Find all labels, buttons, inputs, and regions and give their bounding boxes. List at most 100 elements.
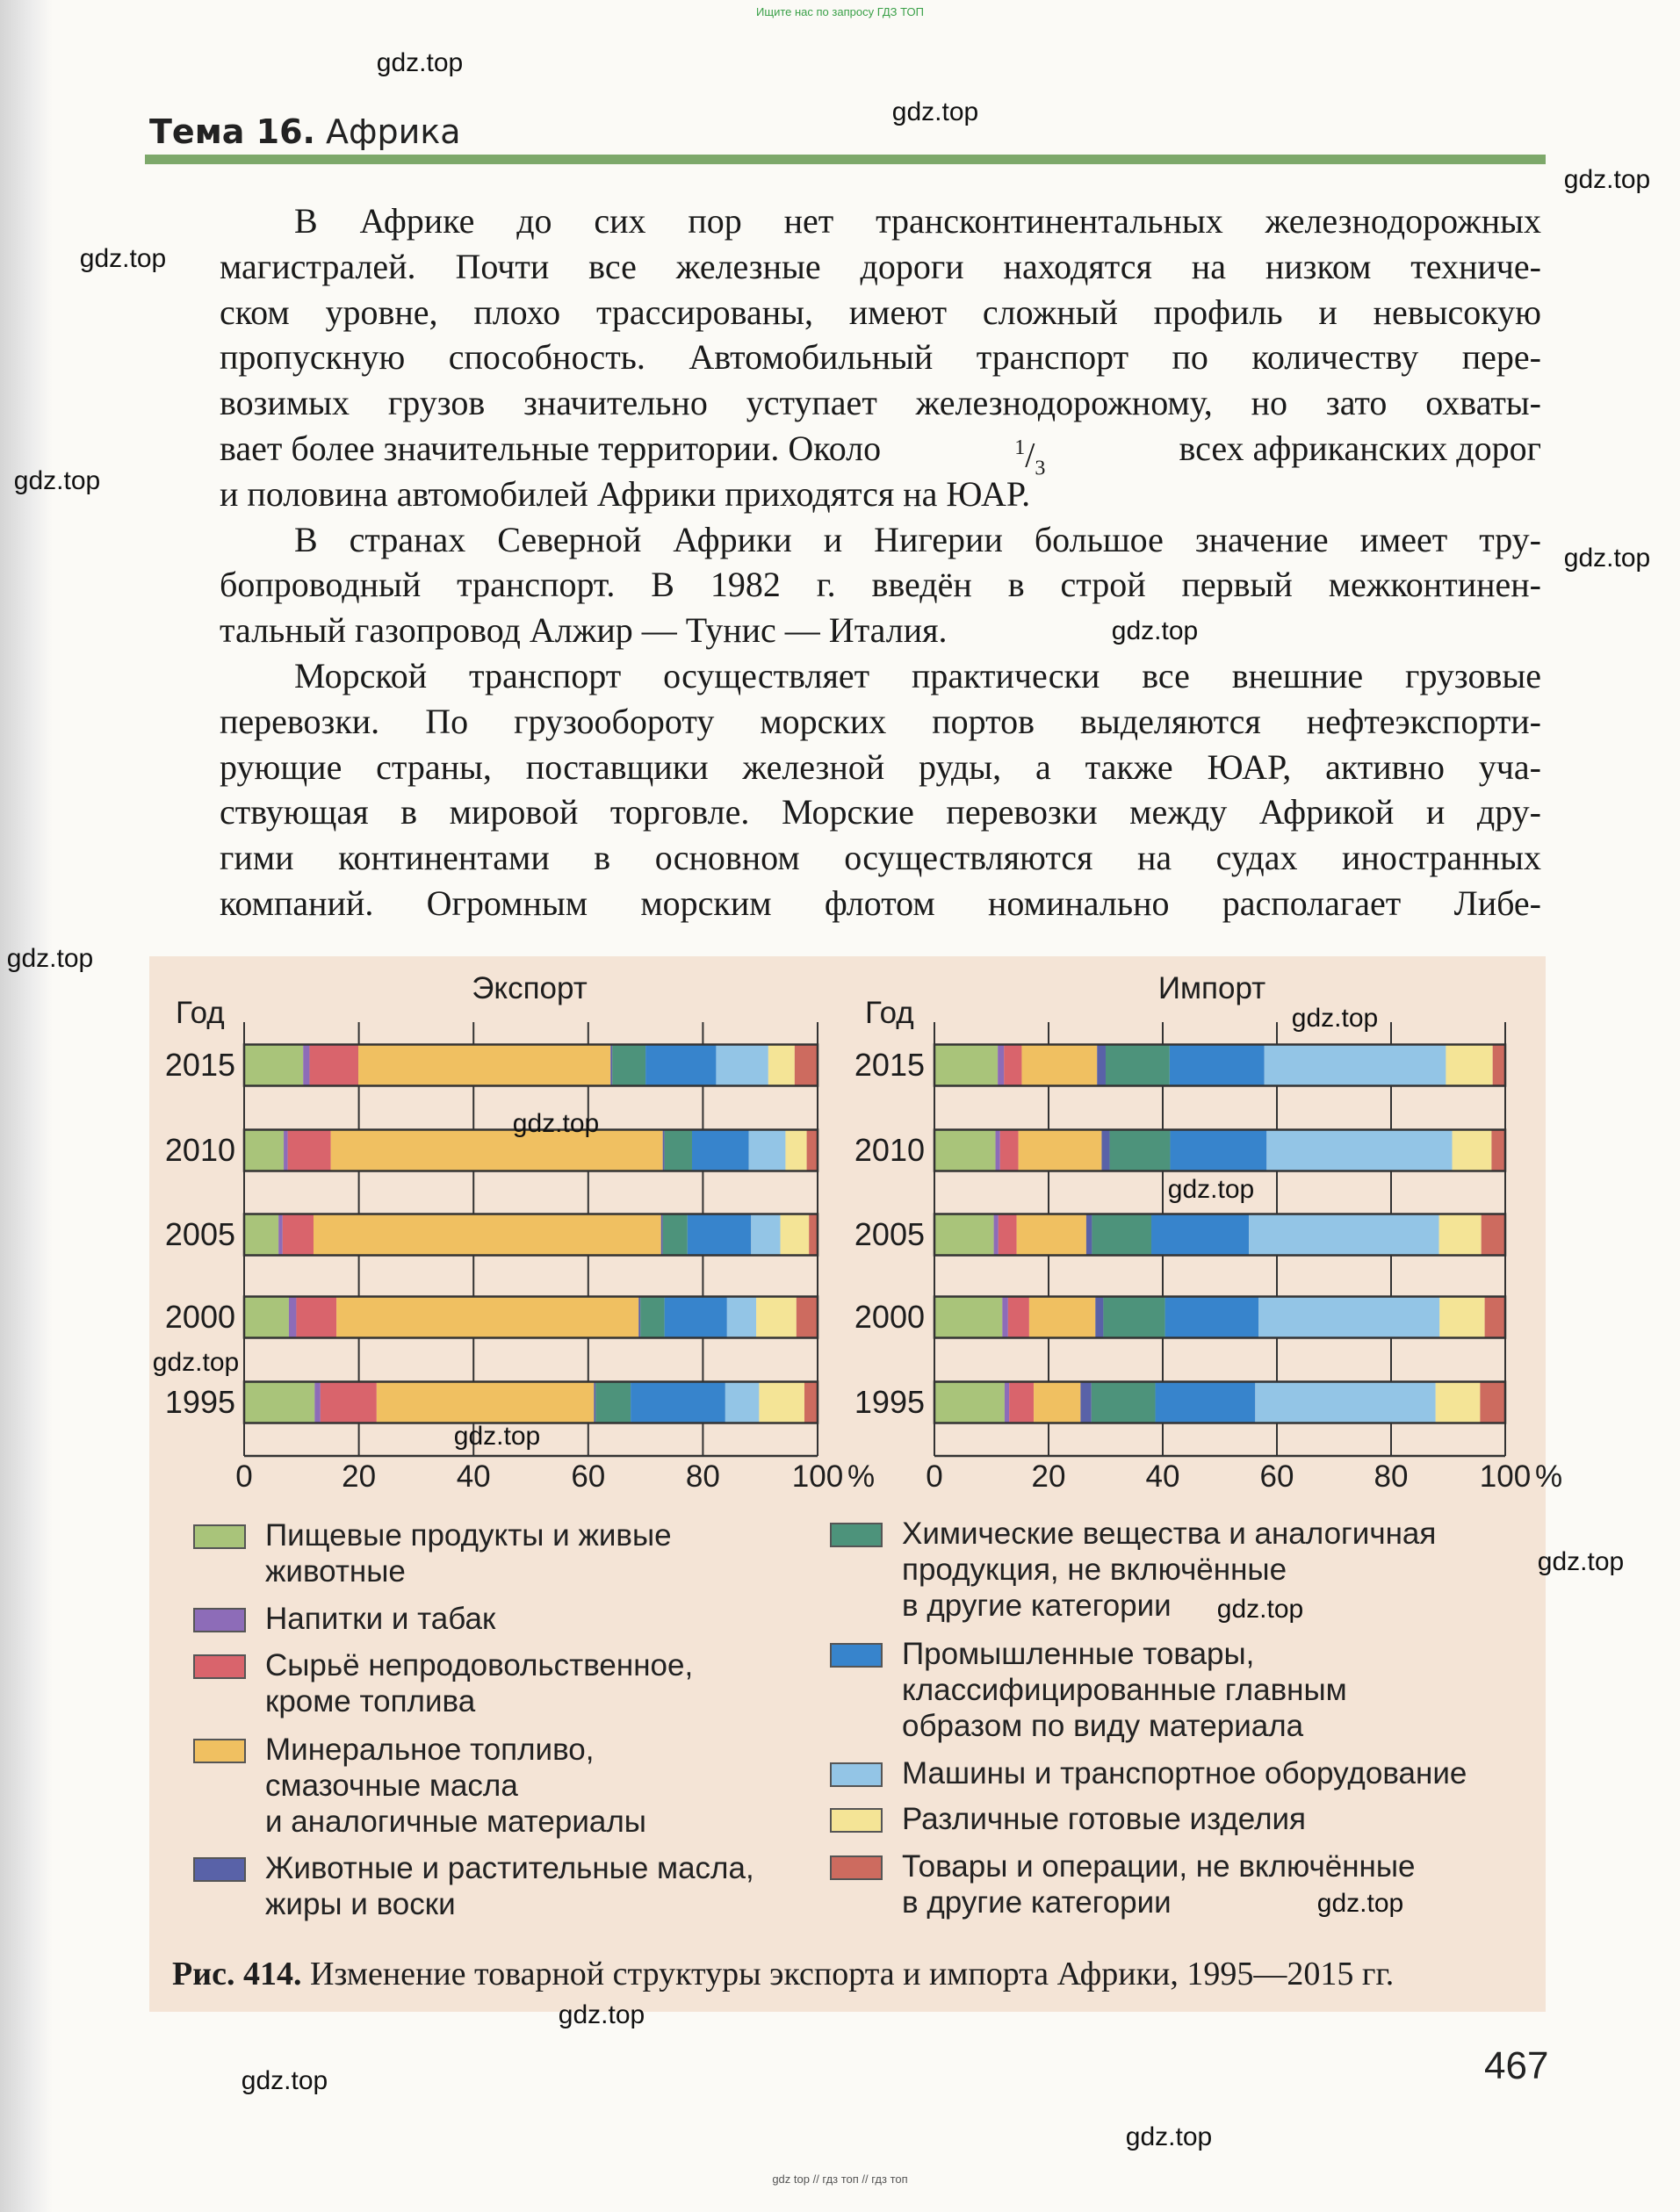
legend-item: Животные и растительные масла, жиры и вос… (193, 1850, 754, 1922)
page-edge-shadow (0, 0, 53, 2212)
bar-segment (1034, 1381, 1081, 1423)
watermark: gdz.top (376, 48, 464, 77)
year-label: 1995 (854, 1384, 925, 1420)
text-line: рующие страны, поставщики железной руды,… (220, 746, 1541, 787)
bar-segment (1446, 1044, 1493, 1086)
x-tick-label: 100 (1479, 1459, 1532, 1494)
bar-segment (934, 1129, 996, 1171)
bar-segment (664, 1296, 727, 1338)
legend-label: Различные готовые изделия (902, 1801, 1306, 1837)
watermark: gdz.top (453, 1422, 541, 1451)
legend-label-line: продукция, не включённые (902, 1553, 1287, 1587)
legend-swatch (830, 1855, 883, 1880)
bar-segment (1021, 1044, 1098, 1086)
bar-segment (691, 1129, 749, 1171)
legend-swatch (193, 1739, 246, 1763)
bar-segment (768, 1044, 795, 1086)
chart-title: Импорт (1157, 971, 1266, 1005)
text-line: возимых грузов значительно уступает желе… (220, 383, 1541, 423)
x-tick-label: 80 (685, 1459, 720, 1494)
year-label: 1995 (164, 1384, 235, 1420)
bar-segment (934, 1296, 1003, 1338)
bar-segment (244, 1129, 285, 1171)
bar-segment (595, 1381, 631, 1423)
caption-text: Изменение товарной структуры экспорта и … (309, 1956, 1395, 1992)
year-label: 2010 (164, 1132, 235, 1168)
bar-segment (998, 1214, 1017, 1256)
year-label: 2015 (854, 1047, 925, 1083)
legend-label: Машины и транспортное оборудование (902, 1755, 1467, 1791)
legend-label-line: жиры и воски (265, 1887, 456, 1921)
bar-segment (314, 1381, 321, 1423)
legend-label-line: Напитки и табак (265, 1602, 496, 1636)
bar-segment (796, 1296, 818, 1338)
watermark: gdz.top (1563, 165, 1651, 194)
bar-segment (785, 1129, 807, 1171)
text-line: гими континентами в основном осуществляю… (220, 838, 1541, 878)
watermark: gdz.top (512, 1109, 600, 1138)
bar-segment (934, 1044, 999, 1086)
legend-item: Машины и транспортное оборудование (830, 1755, 1467, 1791)
x-tick-label: 60 (571, 1459, 606, 1494)
bar-segment (314, 1214, 661, 1256)
bar-segment (1452, 1129, 1492, 1171)
bar-segment (1091, 1381, 1156, 1423)
bar-segment (320, 1381, 377, 1423)
watermark: gdz.top (891, 97, 979, 126)
legend-label-line: Промышленные товары, (902, 1637, 1255, 1671)
bar-segment (336, 1296, 639, 1338)
bar-segment (1028, 1296, 1096, 1338)
text-line: Морской транспорт осуществляет практичес… (294, 655, 1541, 695)
watermark: gdz.top (1537, 1547, 1625, 1576)
bar-segment (1007, 1296, 1029, 1338)
x-tick-label: 100 (791, 1459, 844, 1494)
legend-label-line: Машины и транспортное оборудование (902, 1756, 1467, 1790)
bar-segment (934, 1214, 994, 1256)
bar-segment (1016, 1214, 1086, 1256)
chart-0 (242, 1022, 819, 1458)
text-line: тальный газопровод Алжир — Тунис — Итали… (220, 610, 948, 651)
x-tick-label: 0 (926, 1459, 943, 1494)
bottom-note: gdz top // гдз топ // гдз топ (772, 2172, 908, 2186)
bar-segment (1249, 1214, 1439, 1256)
bar-segment (759, 1381, 804, 1423)
x-unit-label: % (1535, 1459, 1563, 1494)
legend-item: Различные готовые изделия (830, 1801, 1306, 1837)
bar-segment (1004, 1381, 1010, 1423)
watermark: gdz.top (79, 244, 167, 273)
legend-item: Химические вещества и аналогичная продукц… (830, 1516, 1436, 1624)
legend-label: Промышленные товары, классифицированные г… (902, 1636, 1347, 1744)
bar-segment (1435, 1381, 1481, 1423)
x-tick-label: 20 (1031, 1459, 1066, 1494)
legend-label-line: Товары и операции, не включённые (902, 1849, 1416, 1884)
legend-label-line: Сырьё непродовольственное, (265, 1648, 694, 1682)
bar-segment (1266, 1129, 1453, 1171)
bar-segment (296, 1296, 337, 1338)
figure-caption: Рис. 414. Изменение товарной структуры э… (172, 1955, 1394, 1993)
legend-label: Животные и растительные масла, жиры и вос… (265, 1850, 754, 1922)
bar-segment (993, 1214, 999, 1256)
fraction-denominator: 3 (1035, 457, 1046, 480)
bar-outline (933, 1128, 1507, 1172)
watermark: gdz.top (1111, 616, 1199, 645)
bar-segment (1438, 1214, 1482, 1256)
caption-label: Рис. 414. (172, 1956, 302, 1992)
bar-segment (804, 1381, 818, 1423)
year-label: 2015 (164, 1047, 235, 1083)
legend-label-line: Химические вещества и аналогичная (902, 1517, 1437, 1551)
bar-segment (809, 1214, 818, 1256)
bar-segment (1481, 1214, 1505, 1256)
legend-label: Химические вещества и аналогичная продукц… (902, 1516, 1436, 1624)
text-line: бопроводный транспорт. В 1982 г. введён … (220, 565, 1541, 605)
legend-swatch (193, 1608, 246, 1632)
text-line: ствующая в мировой торговле. Морские пер… (220, 792, 1541, 832)
bar-segment (645, 1044, 717, 1086)
bar-segment (1480, 1381, 1506, 1423)
bar-segment (357, 1044, 611, 1086)
legend-swatch (830, 1643, 883, 1668)
legend-item: Пищевые продукты и живые животные (193, 1517, 672, 1589)
top-note: Ищите нас по запросу ГДЗ ТОП (756, 5, 924, 18)
bar-segment (794, 1044, 818, 1086)
bar-segment (662, 1129, 665, 1171)
fraction-slash: / (1025, 435, 1035, 475)
